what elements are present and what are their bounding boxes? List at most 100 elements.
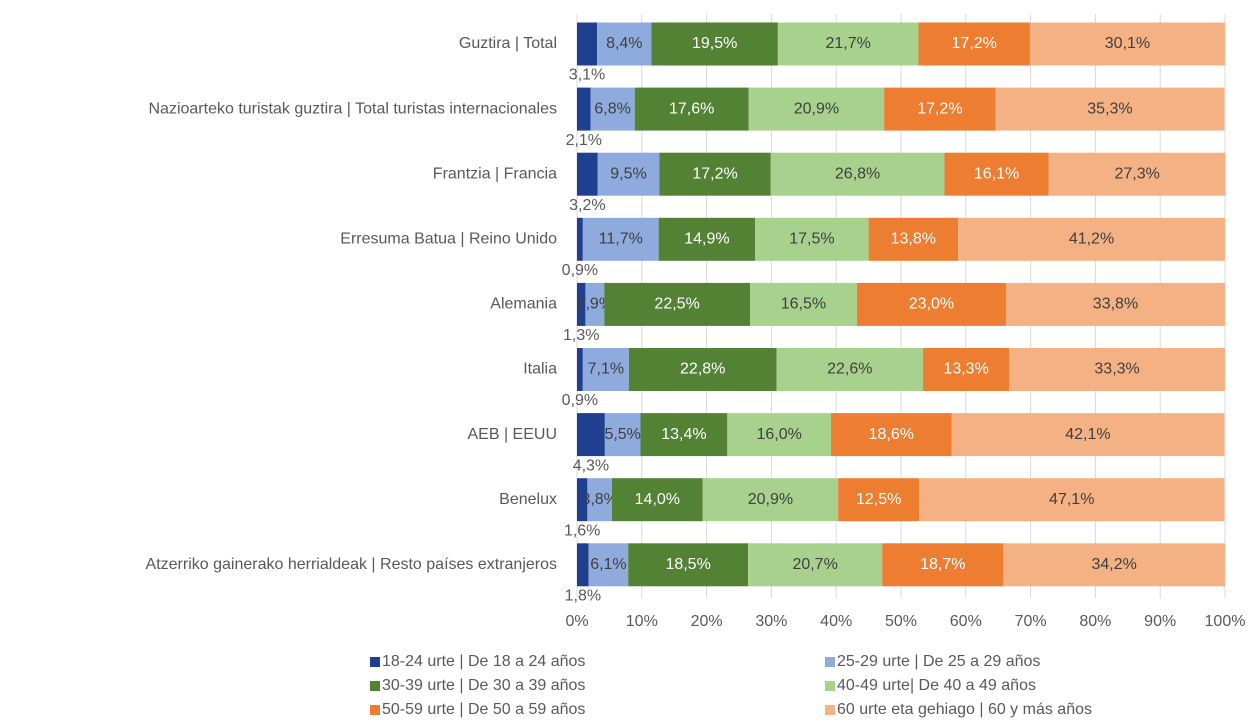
bar-segment <box>577 413 605 457</box>
bar-segment <box>702 478 839 522</box>
data-label: 1,3% <box>563 327 599 344</box>
legend-swatch <box>370 657 380 667</box>
data-label: 14,0% <box>635 491 680 508</box>
data-label: 1,8% <box>565 588 601 605</box>
bar-segment <box>628 348 777 391</box>
bar-segment <box>628 543 749 587</box>
data-label: 0,9% <box>562 262 598 279</box>
x-tick-label: 100% <box>1205 613 1246 630</box>
bar-segment <box>918 22 1030 66</box>
data-label: 8,4% <box>606 35 642 52</box>
bar-segment <box>944 152 1049 196</box>
data-label: 16,0% <box>756 426 801 443</box>
y-tick-label: Atzerriko gainerako herrialdeak | Resto … <box>146 556 557 573</box>
data-label: 20,7% <box>792 556 837 573</box>
data-label: 16,1% <box>974 165 1019 182</box>
x-tick-label: 90% <box>1144 613 1176 630</box>
data-label: 7,1% <box>588 361 624 378</box>
bar-segment <box>659 152 771 196</box>
bar-segment <box>634 87 749 131</box>
data-label: 16,5% <box>781 296 826 313</box>
legend-label: 50-59 urte | De 50 a 59 años <box>382 701 585 718</box>
bar-segment <box>577 282 586 326</box>
data-label: 3,1% <box>569 67 605 84</box>
legend-label: 60 urte eta gehiago | 60 y más años <box>837 701 1092 718</box>
data-label: 47,1% <box>1049 491 1094 508</box>
data-label: 4,3% <box>573 457 609 474</box>
bar-segment <box>923 348 1010 391</box>
data-label: 42,1% <box>1065 426 1110 443</box>
bar-segment <box>882 543 1004 587</box>
data-label: 6,8% <box>594 100 630 117</box>
bar-segment <box>577 217 583 261</box>
data-label: 11,7% <box>599 231 643 248</box>
legend-label: 40-49 urte| De 40 a 49 años <box>837 677 1036 694</box>
y-tick-label: Italia <box>523 361 557 378</box>
bar-segment <box>640 413 728 457</box>
data-label: 18,6% <box>869 426 914 443</box>
bar-segment <box>776 348 924 391</box>
bar-segment <box>995 87 1225 131</box>
data-label: 20,9% <box>794 100 839 117</box>
legend-swatch <box>370 705 380 715</box>
bar-segment <box>1029 22 1225 66</box>
y-tick-label: Alemania <box>490 296 557 313</box>
bar-segment <box>770 152 945 196</box>
data-label: 9,5% <box>610 165 646 182</box>
y-tick-label: Nazioarteko turistak guztira | Total tur… <box>149 100 558 117</box>
x-tick-label: 40% <box>820 613 852 630</box>
legend-label: 30-39 urte | De 30 a 39 años <box>382 677 585 694</box>
bar-segment <box>585 282 605 326</box>
data-label: 17,2% <box>952 35 997 52</box>
bar-segment <box>577 348 583 391</box>
bar-segment <box>597 22 652 66</box>
data-label: 33,8% <box>1093 296 1138 313</box>
data-label: 3,2% <box>569 197 605 214</box>
data-label: 35,3% <box>1087 100 1132 117</box>
bar-segment <box>577 152 598 196</box>
data-label: 34,2% <box>1092 556 1137 573</box>
bar-segment <box>750 282 857 326</box>
bar-segment <box>777 22 919 66</box>
bar-segment <box>651 22 778 66</box>
bar-segment <box>588 543 629 587</box>
x-tick-label: 0% <box>565 613 588 630</box>
data-label: 13,3% <box>943 361 988 378</box>
x-tick-label: 20% <box>691 613 723 630</box>
x-tick-label: 80% <box>1079 613 1111 630</box>
bar-segment <box>590 87 635 131</box>
bar-segment <box>577 87 591 131</box>
bar-segment <box>748 543 883 587</box>
bar-segment <box>951 413 1225 457</box>
bar-segment <box>884 87 996 131</box>
y-tick-label: AEB | EEUU <box>467 426 557 443</box>
bar-segment <box>838 478 920 522</box>
y-tick-label: Guztira | Total <box>459 35 557 52</box>
x-tick-label: 70% <box>1015 613 1047 630</box>
bar-segment <box>868 217 959 261</box>
data-label: 18,7% <box>920 556 965 573</box>
y-tick-label: Erresuma Batua | Reino Unido <box>340 231 557 248</box>
data-label: 22,6% <box>827 361 872 378</box>
bar-segment <box>831 413 952 457</box>
legend-swatch <box>825 681 835 691</box>
bar-segment <box>1005 282 1225 326</box>
legend-swatch <box>825 705 835 715</box>
bar-segment <box>577 22 598 66</box>
bar-segment <box>577 543 589 587</box>
x-tick-label: 60% <box>950 613 982 630</box>
x-tick-label: 50% <box>885 613 917 630</box>
data-label: 13,4% <box>661 426 706 443</box>
bar-segment <box>748 87 885 131</box>
bar-segment <box>587 478 612 522</box>
data-label: 33,3% <box>1094 361 1139 378</box>
data-label: 22,8% <box>680 361 725 378</box>
data-label: 12,5% <box>856 491 901 508</box>
y-tick-label: Benelux <box>499 491 557 508</box>
bar-segment <box>856 282 1006 326</box>
data-label: 41,2% <box>1069 231 1114 248</box>
bar-segment <box>582 217 659 261</box>
data-label: 17,2% <box>917 100 962 117</box>
data-label: 20,9% <box>748 491 793 508</box>
